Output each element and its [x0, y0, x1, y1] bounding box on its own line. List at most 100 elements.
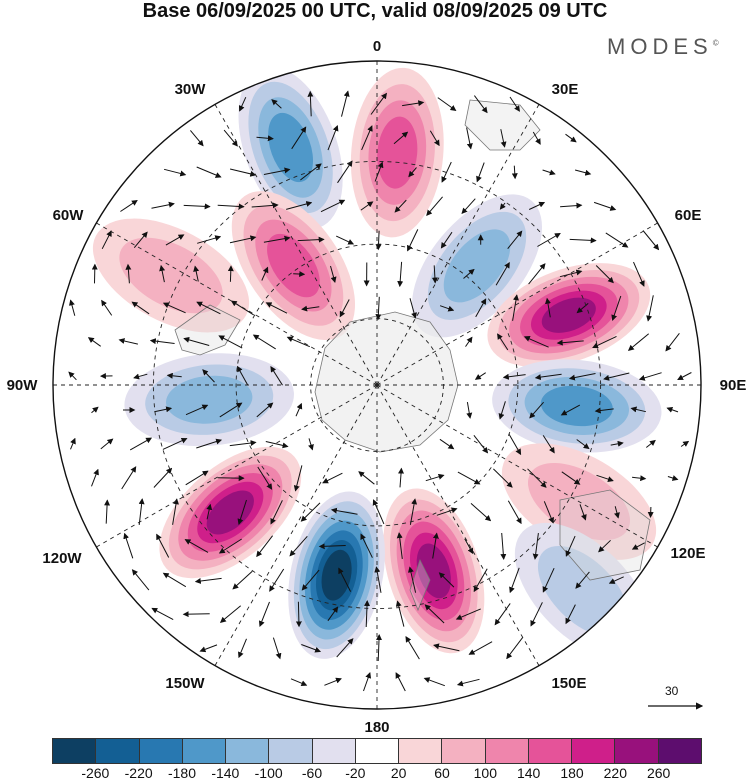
wind-arrow	[476, 162, 485, 183]
wind-arrow	[183, 336, 210, 346]
colorbar-bin	[226, 739, 270, 763]
wind-arrow	[196, 166, 222, 178]
lon-label-150w: 150W	[165, 675, 205, 692]
wind-arrow	[437, 97, 457, 111]
wind-arrow	[163, 168, 187, 177]
anomaly-center	[350, 67, 444, 238]
colorbar-ticks: -260 -220 -180 -140 -100 -60 -20 20 60 100 140 180 2…	[52, 765, 702, 783]
meridian-line	[376, 222, 658, 386]
wind-arrow	[335, 235, 355, 245]
anomaly-contour	[166, 375, 253, 424]
anomaly-contour	[416, 543, 451, 599]
wind-arrow	[375, 230, 382, 251]
colorbar-tick-label: 100	[473, 765, 498, 781]
wind-arrow	[498, 401, 506, 420]
wind-arrow	[330, 507, 358, 515]
wind-arrow	[125, 263, 132, 284]
wind-arrow	[263, 167, 291, 175]
anomaly-contour	[443, 229, 511, 303]
wind-arrow	[405, 636, 420, 660]
wind-arrow	[256, 135, 274, 142]
wind-arrow	[543, 501, 554, 524]
wind-arrow	[361, 125, 373, 151]
wind-arrow	[500, 129, 507, 148]
wind-arrow	[542, 435, 555, 454]
anomaly-contour	[541, 297, 596, 333]
colorbar-tick-label: 20	[390, 765, 407, 781]
wind-arrow	[568, 373, 596, 381]
wind-arrow	[506, 637, 523, 660]
wind-arrow	[232, 570, 253, 590]
anomaly-contour	[321, 549, 352, 601]
colorbar-bin	[53, 739, 97, 763]
wind-arrow	[185, 404, 209, 416]
meridian-line	[376, 104, 540, 386]
anomaly-center	[411, 194, 543, 338]
wind-arrow	[129, 437, 153, 451]
wind-arrow	[269, 568, 285, 592]
wind-arrow	[376, 634, 383, 662]
wind-arrow	[530, 602, 543, 627]
wind-arrow	[576, 439, 590, 450]
wind-arrow	[595, 265, 614, 284]
wind-arrow	[229, 168, 257, 177]
wind-arrow	[576, 303, 589, 314]
anomaly-contour	[540, 385, 613, 427]
wind-arrow	[219, 402, 243, 418]
wind-arrow	[508, 433, 522, 456]
wind-arrow	[457, 471, 481, 485]
wind-arrow	[394, 199, 407, 213]
wind-arrow	[677, 372, 692, 380]
wind-arrow	[475, 298, 487, 318]
wind-arrow	[464, 538, 474, 555]
wind-arrow	[455, 608, 481, 620]
wind-arrow	[338, 567, 352, 592]
wind-arrow	[327, 124, 339, 151]
colorbar-bin	[182, 739, 227, 763]
wind-arrow	[409, 498, 418, 525]
colorbar-tick-label: 60	[434, 765, 450, 781]
wind-arrow	[104, 499, 111, 524]
wind-arrow	[527, 468, 547, 488]
wind-arrow	[151, 607, 174, 621]
colorbar-tick-label: 140	[516, 765, 541, 781]
wind-arrow	[364, 600, 371, 628]
wind-arrow	[258, 601, 270, 628]
wind-arrow	[499, 202, 506, 210]
wind-arrow	[153, 467, 173, 488]
anomaly-contour	[119, 237, 223, 314]
wind-arrow	[646, 295, 654, 322]
lon-label-60w: 60W	[53, 207, 85, 224]
wind-arrow	[337, 160, 353, 184]
wind-arrow	[409, 298, 417, 319]
wind-arrow	[289, 535, 308, 557]
lon-label-150e: 150E	[551, 675, 586, 692]
wind-arrow	[512, 294, 519, 321]
map-boundary	[52, 60, 702, 710]
wind-arrow	[120, 199, 138, 212]
colorbar-tick-label: 260	[646, 765, 671, 781]
wind-arrow	[529, 401, 544, 419]
wind-arrow	[270, 365, 283, 386]
latitude-circle	[152, 160, 602, 610]
wind-arrow	[511, 165, 518, 180]
wind-arrow	[301, 569, 320, 591]
wind-arrow	[497, 333, 509, 351]
wind-arrow	[372, 499, 385, 525]
wind-arrow	[131, 301, 150, 315]
chart-title: Base 06/09/2025 00 UTC, valid 08/09/2025…	[142, 0, 608, 22]
lon-label-0: 0	[373, 38, 381, 55]
wind-arrow	[360, 533, 373, 558]
colorbar-bin	[139, 739, 183, 763]
wind-arrow	[339, 299, 350, 318]
colorbar-tick-label: -220	[124, 765, 153, 781]
wind-arrow	[466, 402, 473, 419]
wind-arrow	[229, 440, 257, 447]
wind-arrow	[532, 533, 539, 560]
colorbar-bin	[312, 739, 356, 763]
wind-arrow	[560, 202, 583, 209]
meridian-line	[96, 384, 378, 548]
wind-arrow	[439, 438, 455, 450]
wind-arrow	[537, 233, 561, 247]
colorbar-bin	[442, 739, 486, 763]
